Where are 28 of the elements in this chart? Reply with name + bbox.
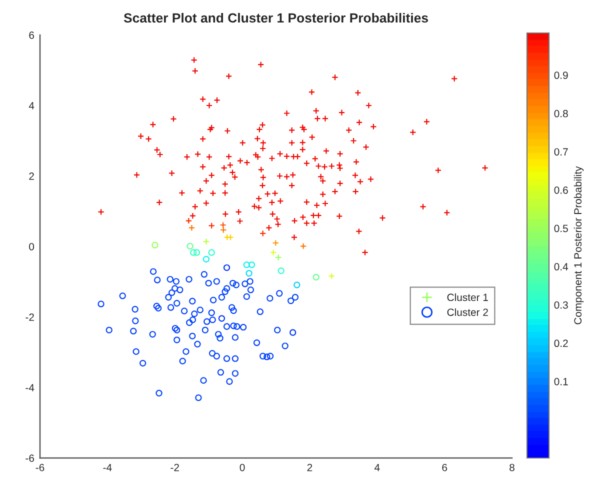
y-tick-label: -4	[26, 384, 34, 392]
y-tick-label: -6	[26, 454, 34, 462]
legend-label: Cluster 1	[447, 293, 488, 302]
y-tick-label: -2	[26, 314, 34, 321]
x-tick-label: -6	[36, 464, 44, 472]
color-bar-label: 0.3	[554, 301, 568, 309]
x-tick-label: 8	[510, 464, 514, 472]
x-tick-label: -2	[170, 464, 179, 472]
x-tick-label: 4	[374, 464, 380, 472]
legend-label: Cluster 2	[447, 308, 488, 316]
color-bar-label: 0.8	[554, 110, 568, 118]
chart-title: Scatter Plot and Cluster 1 Posterior Probabilities	[124, 12, 428, 23]
color-bar-label: 0.7	[554, 148, 568, 156]
color-bar-label: 0.6	[554, 186, 568, 194]
y-tick-label: 4	[28, 102, 34, 110]
y-tick-label: 0	[29, 243, 34, 250]
x-tick-label: 2	[307, 464, 312, 472]
color-bar-label: 0.5	[554, 224, 568, 232]
x-tick-label: 0	[240, 464, 245, 472]
y-tick-label: 6	[29, 32, 34, 39]
color-bar-label: 0.9	[554, 72, 568, 79]
color-bar-label: 0.2	[554, 340, 568, 348]
x-tick-label: -4	[103, 464, 112, 472]
y-tick-label: 2	[29, 172, 34, 180]
color-bar-label: 0.4	[554, 263, 568, 270]
color-bar-label: 0.1	[554, 378, 568, 386]
x-tick-label: 6	[442, 464, 448, 472]
color-bar-title: Component 1 Posterior Probability	[574, 166, 584, 324]
